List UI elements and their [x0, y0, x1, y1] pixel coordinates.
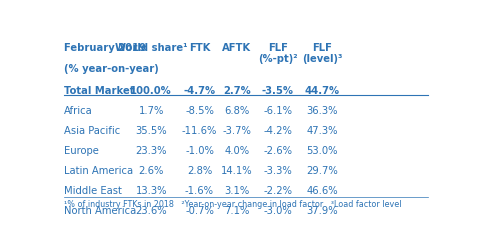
- Text: -2.6%: -2.6%: [263, 146, 292, 156]
- Text: FLF
(level)³: FLF (level)³: [302, 43, 342, 64]
- Text: -2.2%: -2.2%: [263, 186, 292, 196]
- Text: -8.5%: -8.5%: [185, 106, 214, 116]
- Text: 44.7%: 44.7%: [305, 86, 340, 96]
- Text: -4.2%: -4.2%: [263, 126, 292, 136]
- Text: Middle East: Middle East: [64, 186, 121, 196]
- Text: -3.0%: -3.0%: [263, 206, 292, 216]
- Text: -3.5%: -3.5%: [262, 86, 294, 96]
- Text: FLF
(%-pt)²: FLF (%-pt)²: [258, 43, 298, 64]
- Text: World share¹: World share¹: [115, 43, 188, 53]
- Text: -4.7%: -4.7%: [183, 86, 216, 96]
- Text: 36.3%: 36.3%: [307, 106, 338, 116]
- Text: Africa: Africa: [64, 106, 93, 116]
- Text: 1.7%: 1.7%: [138, 106, 164, 116]
- Text: 47.3%: 47.3%: [307, 126, 338, 136]
- Text: Europe: Europe: [64, 146, 98, 156]
- Text: 100.0%: 100.0%: [130, 86, 172, 96]
- Text: 7.1%: 7.1%: [224, 206, 250, 216]
- Text: 13.3%: 13.3%: [135, 186, 167, 196]
- Text: FTK: FTK: [189, 43, 210, 53]
- Text: 3.1%: 3.1%: [224, 186, 249, 196]
- Text: North America: North America: [64, 206, 136, 216]
- Text: 6.8%: 6.8%: [224, 106, 249, 116]
- Text: 2.7%: 2.7%: [223, 86, 251, 96]
- Text: -1.0%: -1.0%: [185, 146, 214, 156]
- Text: 37.9%: 37.9%: [306, 206, 338, 216]
- Text: -6.1%: -6.1%: [263, 106, 292, 116]
- Text: 29.7%: 29.7%: [306, 166, 338, 176]
- Text: -3.3%: -3.3%: [263, 166, 292, 176]
- Text: -11.6%: -11.6%: [182, 126, 217, 136]
- Text: 23.3%: 23.3%: [135, 146, 167, 156]
- Text: February 2019: February 2019: [64, 43, 146, 53]
- Text: 53.0%: 53.0%: [307, 146, 338, 156]
- Text: -3.7%: -3.7%: [222, 126, 251, 136]
- Text: 2.8%: 2.8%: [187, 166, 212, 176]
- Text: AFTK: AFTK: [222, 43, 251, 53]
- Text: Total Market: Total Market: [64, 86, 134, 96]
- Text: ¹% of industry FTKs in 2018   ²Year-on-year change in load factor   ³Load factor: ¹% of industry FTKs in 2018 ²Year-on-yea…: [64, 200, 401, 209]
- Text: 2.6%: 2.6%: [138, 166, 164, 176]
- Text: 23.6%: 23.6%: [135, 206, 167, 216]
- Text: 14.1%: 14.1%: [221, 166, 252, 176]
- Text: 35.5%: 35.5%: [135, 126, 167, 136]
- Text: -0.7%: -0.7%: [185, 206, 214, 216]
- Text: 46.6%: 46.6%: [306, 186, 338, 196]
- Text: (% year-on-year): (% year-on-year): [64, 64, 158, 74]
- Text: 4.0%: 4.0%: [224, 146, 249, 156]
- Text: -1.6%: -1.6%: [185, 186, 214, 196]
- Text: Asia Pacific: Asia Pacific: [64, 126, 120, 136]
- Text: Latin America: Latin America: [64, 166, 133, 176]
